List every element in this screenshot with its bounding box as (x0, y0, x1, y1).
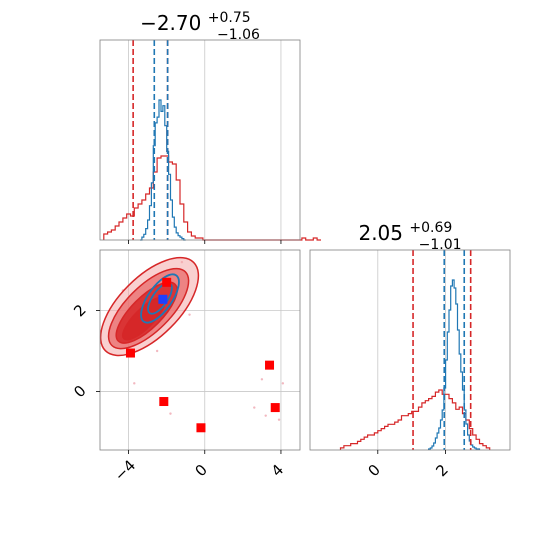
joint-x-tick-label: 0 (191, 461, 210, 480)
param2-tick-label: 2 (432, 461, 451, 480)
param1-frame (99, 39, 301, 241)
param1-ticks (128, 240, 282, 244)
red-square-marker (125, 348, 135, 358)
param1-plus-error: +0.75 (208, 10, 251, 26)
param2-frame (309, 249, 511, 451)
scatter-point (188, 313, 191, 316)
scatter-point (133, 382, 136, 385)
param1-quantile-lines (132, 40, 169, 240)
scatter-point (260, 378, 264, 381)
param1-title: −2.70 +0.75 −1.06 (140, 3, 260, 43)
marginal-panel-param1: −2.70 +0.75 −1.06 (99, 3, 321, 244)
scatter-point (155, 349, 159, 353)
joint-frame (99, 249, 301, 451)
param2-median: 2.05 (358, 221, 403, 245)
joint-markers (125, 277, 280, 433)
param2-gridlines (377, 250, 446, 450)
param2-tick-label: 0 (365, 461, 384, 480)
param2-quantile-lines (412, 250, 472, 450)
joint-x-tick-label: −4 (111, 456, 139, 484)
red-square-marker (162, 277, 172, 287)
joint-y-ticks: 02 (70, 301, 100, 401)
red-square-marker (196, 423, 206, 433)
red-square-marker (159, 397, 169, 407)
scatter-point (169, 412, 172, 415)
scatter-point (281, 382, 285, 385)
param2-blue-histogram (428, 279, 481, 450)
param1-red-histogram (103, 155, 321, 241)
param2-plus-error: +0.69 (409, 220, 452, 236)
param2-title: 2.05 +0.69 −1.01 (358, 213, 461, 253)
param2-minus-error: −1.01 (419, 237, 462, 253)
joint-y-tick-label: 0 (70, 382, 89, 401)
joint-x-ticks: −4 0 4 (111, 450, 287, 485)
red-square-marker (265, 360, 275, 370)
param1-gridlines (128, 40, 282, 240)
scatter-point (264, 414, 267, 417)
param1-blue-histogram (140, 99, 186, 241)
param2-red-histogram (339, 389, 491, 450)
param1-minus-error: −1.06 (217, 27, 260, 43)
scatter-point (253, 406, 256, 409)
joint-x-tick-label: 4 (268, 461, 287, 480)
param1-median: −2.70 (140, 11, 201, 35)
red-square-marker (270, 403, 280, 413)
blue-contour-level (140, 273, 180, 324)
joint-red-contours (99, 256, 200, 357)
joint-y-tick-label: 2 (70, 301, 89, 320)
joint-panel: −4 0 4 02 (70, 249, 301, 485)
blue-square-marker (158, 294, 168, 304)
scatter-point (277, 418, 281, 421)
